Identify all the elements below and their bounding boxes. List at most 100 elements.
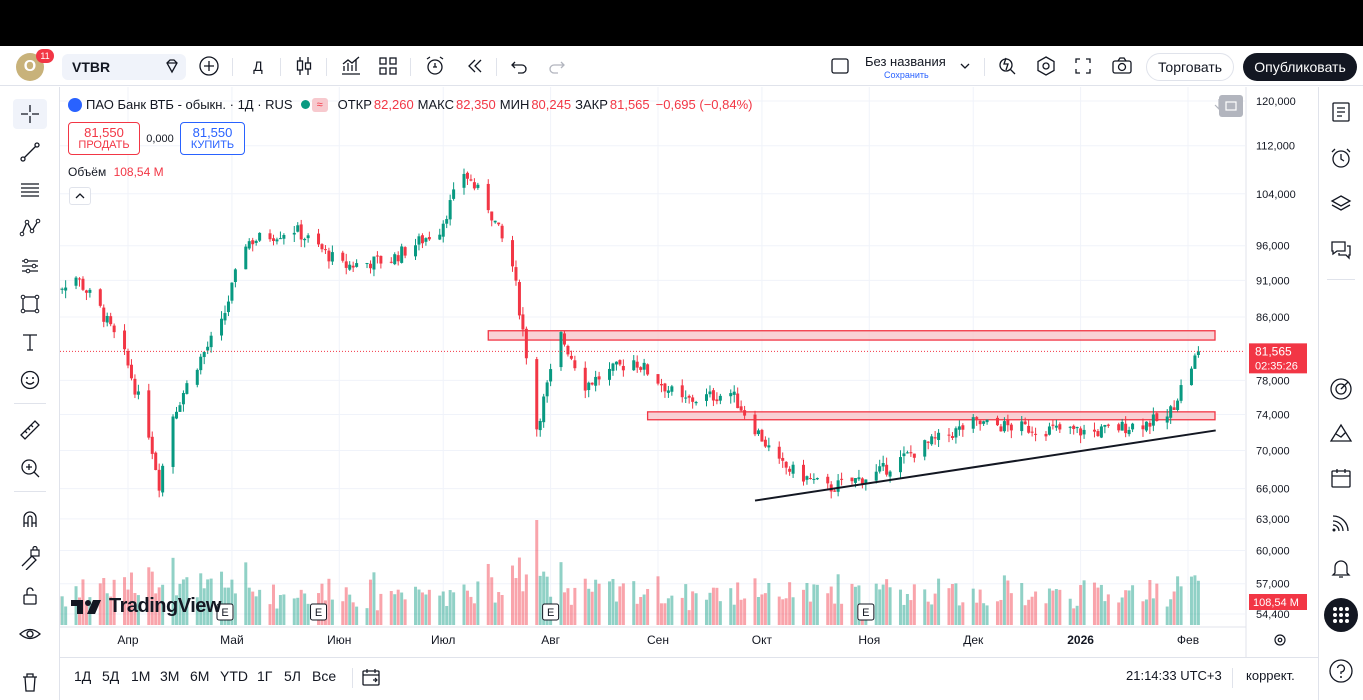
quick-search-icon[interactable] [995, 52, 1019, 80]
legend-title[interactable]: ПАО Банк ВТБ - обыкн. · 1Д · RUS [86, 97, 293, 112]
magnet-icon[interactable] [13, 505, 47, 535]
candle-body [833, 490, 837, 492]
eye-icon[interactable] [13, 619, 47, 649]
forecast-icon[interactable] [13, 251, 47, 281]
candle-body [109, 316, 113, 325]
range-button[interactable]: 5Л [284, 668, 301, 684]
candles-icon[interactable] [292, 52, 316, 80]
volume-bar [1144, 599, 1148, 625]
adjustment-toggle[interactable]: коррект. [1246, 668, 1295, 683]
zone-rectangle[interactable] [487, 330, 1216, 341]
wave-icon[interactable]: ≈ [311, 97, 328, 112]
trendline-tool-icon[interactable] [13, 137, 47, 167]
settings-icon[interactable] [1034, 52, 1058, 80]
resistance-zones[interactable] [487, 330, 1216, 421]
undo-icon[interactable] [508, 52, 530, 80]
volume-bar [909, 600, 913, 625]
symbol-search[interactable]: VTBR [62, 54, 186, 80]
tv-mark-icon [71, 599, 101, 614]
volume-bar [306, 603, 310, 625]
replay-icon[interactable] [463, 52, 485, 80]
volume-bar [161, 584, 165, 625]
target-icon[interactable] [1326, 374, 1356, 404]
range-button[interactable]: 3М [160, 668, 180, 684]
price-tick-label: 78,000 [1256, 375, 1290, 387]
candle-body [226, 301, 230, 313]
layers-icon[interactable] [1326, 189, 1356, 219]
range-button[interactable]: 6М [190, 668, 210, 684]
text-tool-icon[interactable] [13, 327, 47, 357]
volume-legend[interactable]: Объём 108,54 M [68, 165, 164, 179]
patterns-icon[interactable] [13, 213, 47, 243]
layout-checkbox-icon[interactable] [829, 52, 851, 80]
earnings-marker[interactable]: E [216, 603, 234, 621]
earnings-marker-label: E [547, 607, 554, 619]
compare-add-icon[interactable] [198, 52, 220, 80]
apps-grid-icon[interactable] [1324, 598, 1358, 632]
crosshair-icon[interactable] [13, 99, 47, 129]
calendar-icon[interactable] [1326, 463, 1356, 493]
fullscreen-icon[interactable] [1072, 52, 1094, 80]
range-button[interactable]: 1Г [257, 668, 273, 684]
current-time[interactable]: 21:14:33 UTC+3 [1126, 668, 1222, 683]
date-range-icon[interactable] [360, 666, 382, 693]
ruler-icon[interactable] [13, 415, 47, 445]
trash-icon[interactable] [13, 667, 47, 697]
earnings-marker[interactable]: E [857, 603, 875, 621]
alert-icon[interactable] [423, 52, 447, 80]
collapse-legend-button[interactable] [69, 187, 91, 205]
unlock-icon[interactable] [13, 581, 47, 611]
candle-body [154, 452, 158, 470]
volume-bar [420, 592, 424, 625]
trade-button[interactable]: Торговать [1146, 53, 1234, 81]
chat-icon[interactable] [1326, 235, 1356, 265]
candle-body [930, 436, 934, 445]
layout-save-link[interactable]: Сохранить [884, 70, 929, 80]
range-button[interactable]: 1Д [74, 668, 92, 684]
emoji-icon[interactable] [13, 365, 47, 395]
layout-name[interactable]: Без названия [865, 54, 946, 69]
candle-body [912, 453, 916, 458]
price-chart[interactable]: E E E E 120,000 112,000 104,000 96,000 91,000 86,… [60, 87, 1318, 657]
gann-fib-icon[interactable] [13, 175, 47, 205]
range-button[interactable]: 1М [131, 668, 151, 684]
templates-icon[interactable] [377, 52, 399, 80]
interval-button[interactable]: Д [253, 58, 263, 74]
zoom-in-icon[interactable] [13, 453, 47, 483]
notifications-bell-icon[interactable] [1326, 553, 1356, 583]
shapes-icon[interactable] [13, 289, 47, 319]
chevron-down-icon[interactable] [958, 52, 972, 80]
help-icon[interactable] [1326, 656, 1356, 686]
candle-body [344, 261, 348, 268]
range-button[interactable]: 5Д [102, 668, 120, 684]
time-tick-label: 2026 [1067, 633, 1094, 647]
sell-button[interactable]: 81,550 ПРОДАТЬ [68, 122, 140, 155]
indicators-icon[interactable] [339, 52, 363, 80]
candle-body [950, 436, 954, 438]
zone-rectangle[interactable] [646, 411, 1216, 421]
range-button[interactable]: Все [312, 668, 337, 684]
camera-icon[interactable] [1110, 52, 1134, 80]
support-trendline[interactable] [754, 429, 1216, 502]
tradingview-logo[interactable]: TradingView [71, 595, 221, 618]
redo-icon[interactable] [546, 52, 568, 80]
axis-settings-icon[interactable] [1274, 634, 1286, 646]
watchlist-icon[interactable] [1326, 97, 1356, 127]
buy-button[interactable]: 81,550 КУПИТЬ [180, 122, 245, 155]
ideas-icon[interactable] [1326, 418, 1356, 448]
lock-drawing-icon[interactable] [13, 543, 47, 573]
volume-bar [133, 592, 137, 625]
volume-bar [923, 589, 927, 625]
earnings-marker[interactable]: E [310, 603, 328, 621]
chart-area[interactable]: E E E E 120,000 112,000 104,000 96,000 91,000 86,… [60, 87, 1318, 657]
range-button[interactable]: YTD [220, 668, 248, 684]
earnings-marker[interactable]: E [542, 603, 560, 621]
candle-body [1030, 431, 1034, 433]
broadcast-icon[interactable] [1326, 508, 1356, 538]
diamond-icon[interactable] [164, 58, 180, 77]
layout-toggle-icon[interactable] [1219, 95, 1243, 117]
publish-button[interactable]: Опубликовать [1243, 53, 1357, 81]
volume-bar [123, 577, 127, 625]
alarm-clock-icon[interactable] [1326, 143, 1356, 173]
